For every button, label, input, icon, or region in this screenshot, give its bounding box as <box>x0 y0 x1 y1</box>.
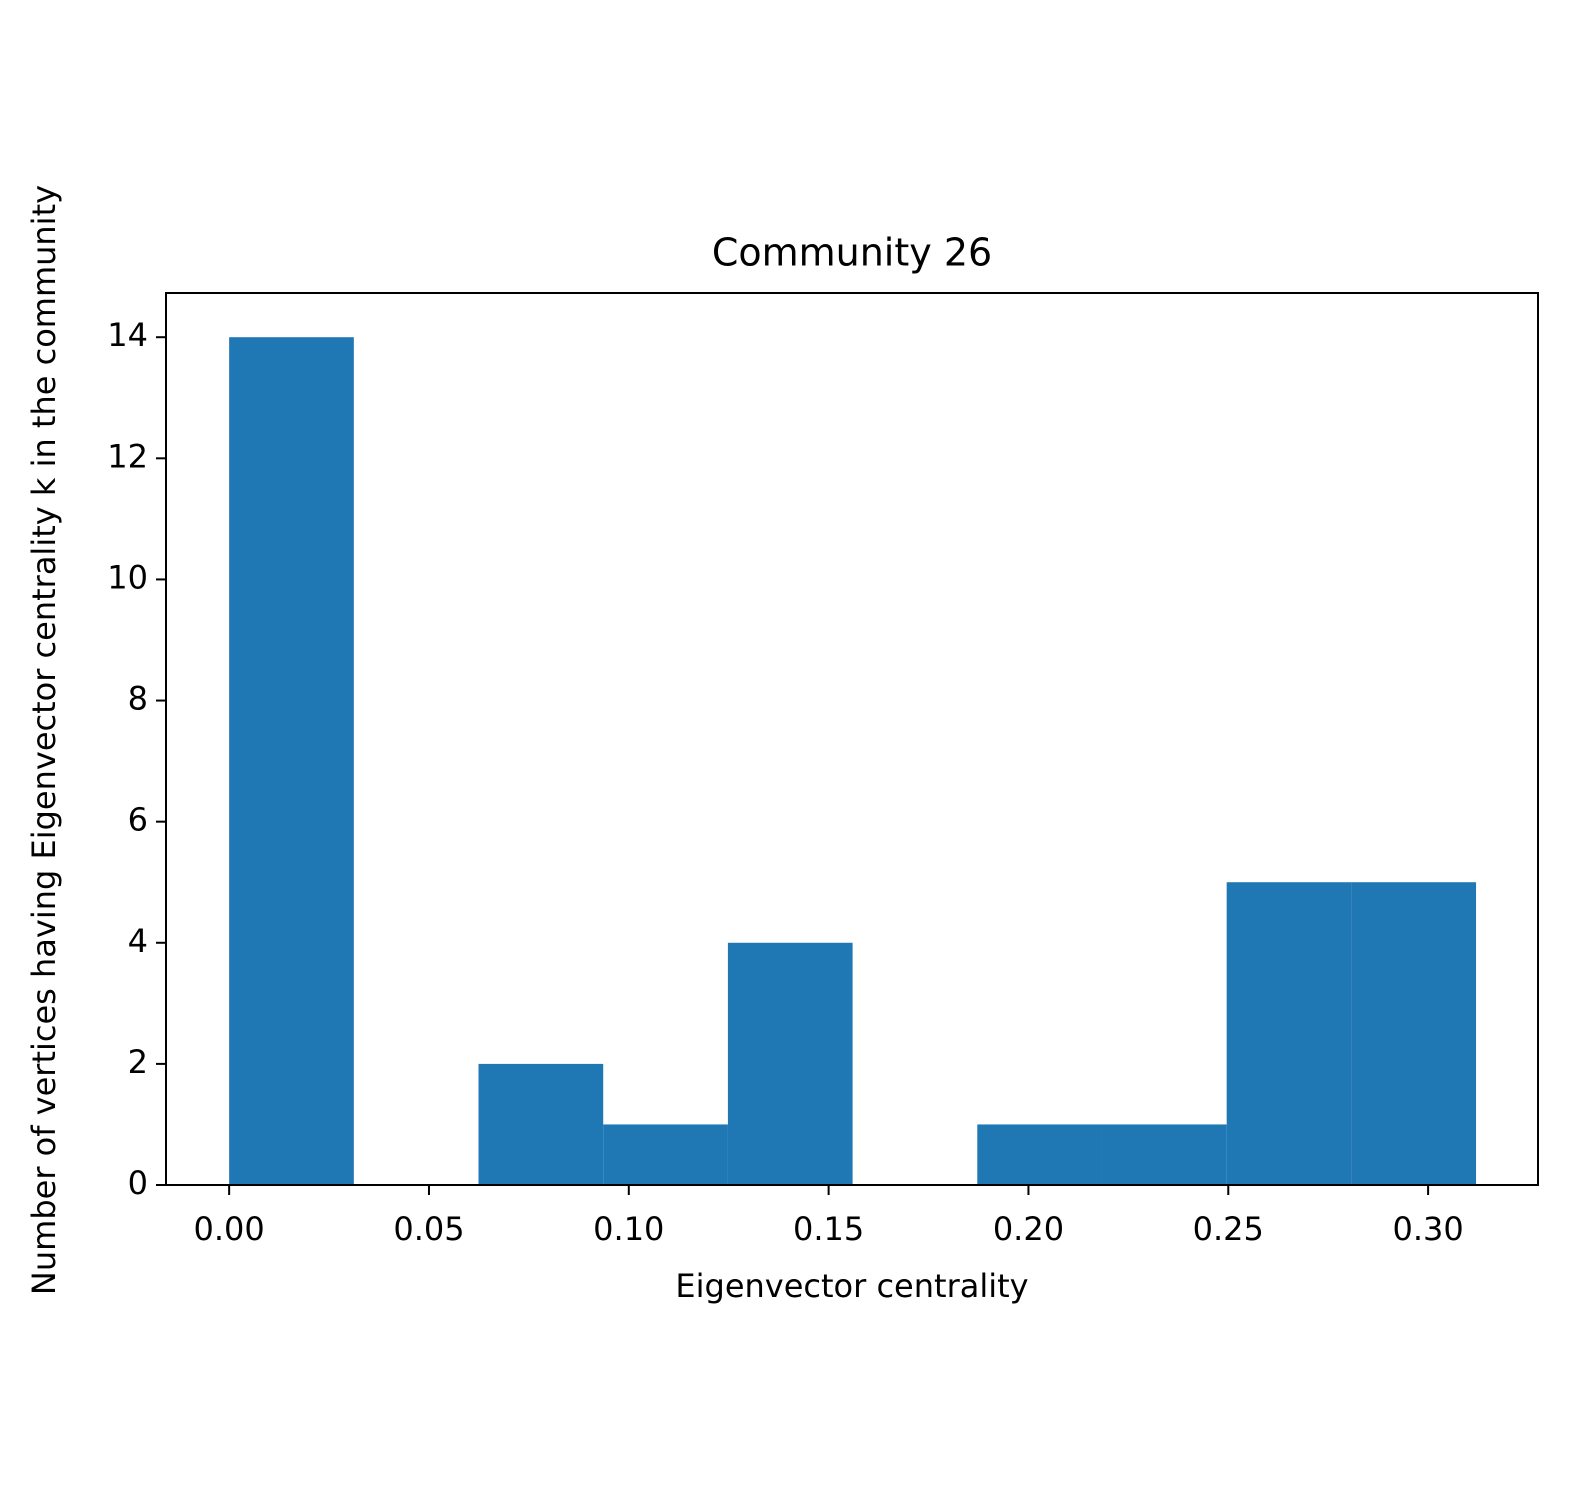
x-tick-label: 0.00 <box>194 1210 265 1248</box>
bar <box>603 1124 728 1185</box>
bar <box>727 942 853 1185</box>
y-tick-label: 8 <box>128 680 148 718</box>
x-tick-label: 0.10 <box>593 1210 664 1248</box>
bar <box>229 337 354 1185</box>
y-tick-label: 0 <box>128 1164 148 1202</box>
bar <box>478 1063 604 1185</box>
bar <box>1351 882 1477 1185</box>
chart-title: Community 26 <box>712 231 992 275</box>
x-tick-label: 0.20 <box>993 1210 1064 1248</box>
bar <box>1226 882 1352 1185</box>
y-tick-label: 12 <box>107 437 148 475</box>
x-tick-label: 0.15 <box>793 1210 864 1248</box>
y-tick-label: 14 <box>107 316 148 354</box>
x-tick-label: 0.05 <box>393 1210 464 1248</box>
x-tick-label: 0.25 <box>1193 1210 1264 1248</box>
axes-frame <box>165 292 1539 1186</box>
bar <box>977 1124 1102 1185</box>
x-tick-label: 0.30 <box>1392 1210 1463 1248</box>
y-axis-label: Number of vertices having Eigenvector ce… <box>25 185 63 1295</box>
y-tick-label: 4 <box>128 922 148 960</box>
bar <box>1101 1124 1227 1185</box>
y-tick-label: 2 <box>128 1043 148 1081</box>
x-axis-label: Eigenvector centrality <box>675 1267 1028 1305</box>
y-tick-label: 6 <box>128 801 148 839</box>
y-tick-label: 10 <box>107 558 148 596</box>
